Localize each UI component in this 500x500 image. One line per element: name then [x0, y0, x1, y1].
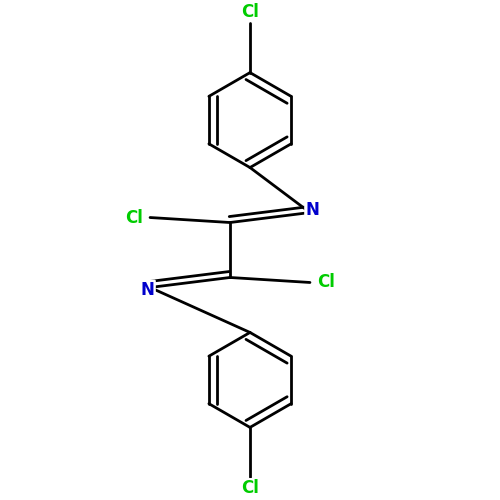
Text: Cl: Cl [318, 274, 336, 291]
Text: N: N [306, 201, 320, 219]
Text: Cl: Cl [241, 480, 259, 498]
Text: Cl: Cl [241, 2, 259, 21]
Text: N: N [140, 281, 154, 299]
Text: Cl: Cl [124, 208, 142, 226]
